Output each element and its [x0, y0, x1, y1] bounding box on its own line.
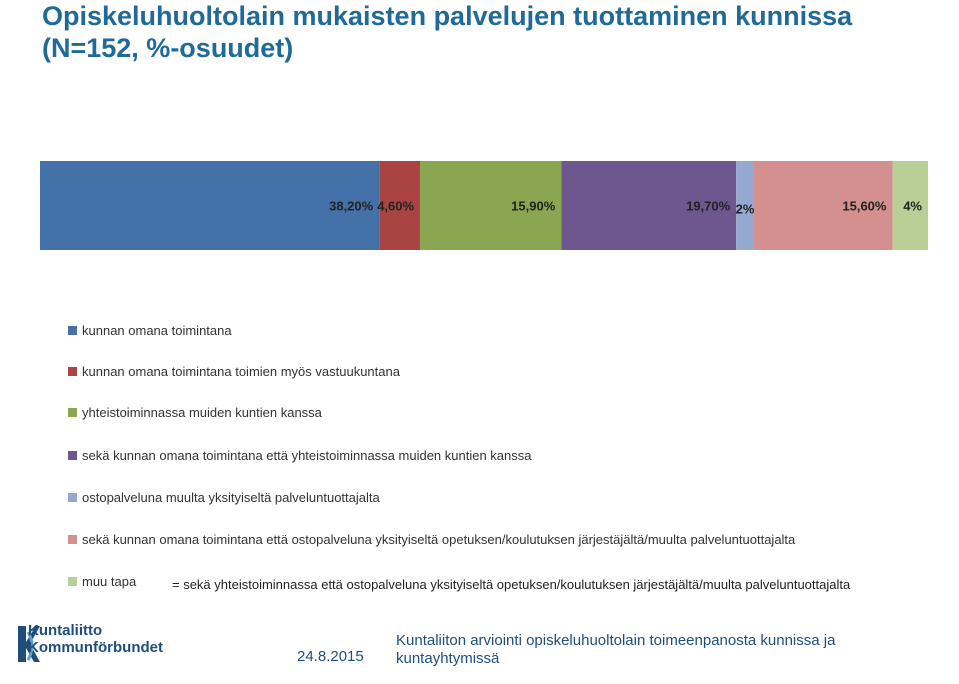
footer-title: Kuntaliiton arviointi opiskeluhuoltolain… [396, 632, 836, 667]
data-label-6: 15,60% [842, 199, 887, 214]
legend-swatch [68, 576, 77, 586]
legend-label: sekä kunnan omana toimintana että ostopa… [82, 531, 796, 547]
legend-item-2: kunnan omana toimintana toimien myös vas… [68, 361, 400, 381]
legend-label: ostopalveluna muulta yksityiseltä palvel… [82, 489, 380, 505]
legend-item-4: sekä kunnan omana toimintana että yhteis… [68, 445, 532, 465]
legend-swatch [68, 325, 77, 335]
legend-label: kunnan omana toimintana [82, 322, 232, 338]
legend-label: kunnan omana toimintana toimien myös vas… [82, 363, 400, 379]
legend-item-5: ostopalveluna muulta yksityiseltä palvel… [68, 487, 380, 507]
legend-note: = sekä yhteistoiminnassa että ostopalvel… [172, 577, 851, 592]
logo-line-2: Kommunförbundet [28, 639, 163, 656]
bar-segment-4 [561, 161, 737, 250]
logo-line-1: Kuntaliitto [28, 622, 103, 639]
legend-label: yhteistoiminnassa muiden kuntien kanssa [82, 404, 322, 420]
legend-item-1: kunnan omana toimintana [68, 320, 232, 340]
stacked-bar-chart: 38,20% 4,60% 15,90% 19,70% 2% 15,60% 4% [40, 161, 928, 250]
legend-item-6: sekä kunnan omana toimintana että ostopa… [68, 529, 795, 549]
legend-swatch [68, 534, 77, 544]
legend-swatch [68, 407, 77, 417]
bar-segment-6 [753, 161, 893, 250]
bar-segment-5 [736, 161, 754, 250]
footer: Kuntaliitto Kommunförbundet 24.8.2015 Ku… [0, 618, 959, 684]
bar-segment-3 [420, 161, 562, 250]
legend-label: muu tapa [82, 573, 137, 589]
bar-segment-1 [40, 161, 380, 250]
data-label-3: 15,90% [511, 199, 556, 214]
bar-segment-7 [892, 161, 928, 250]
data-label-1: 38,20% [329, 199, 374, 214]
legend-label: sekä kunnan omana toimintana että yhteis… [82, 447, 532, 463]
legend-swatch [68, 450, 77, 460]
data-label-2: 4,60% [377, 199, 414, 214]
legend-item-7: muu tapa [68, 571, 136, 591]
legend-swatch [68, 366, 77, 376]
footer-date: 24.8.2015 [297, 648, 364, 665]
data-label-5: 2% [736, 202, 755, 217]
bar-segment-2 [379, 161, 421, 250]
data-label-7: 4% [903, 199, 922, 214]
logo-text: Kuntaliitto Kommunförbundet [28, 622, 163, 656]
data-label-4: 19,70% [686, 199, 731, 214]
legend-item-3: yhteistoiminnassa muiden kuntien kanssa [68, 402, 322, 422]
kuntaliitto-logo [18, 626, 40, 662]
legend-swatch [68, 492, 77, 502]
slide-title: Opiskeluhuoltolain mukaisten palvelujen … [42, 1, 853, 63]
